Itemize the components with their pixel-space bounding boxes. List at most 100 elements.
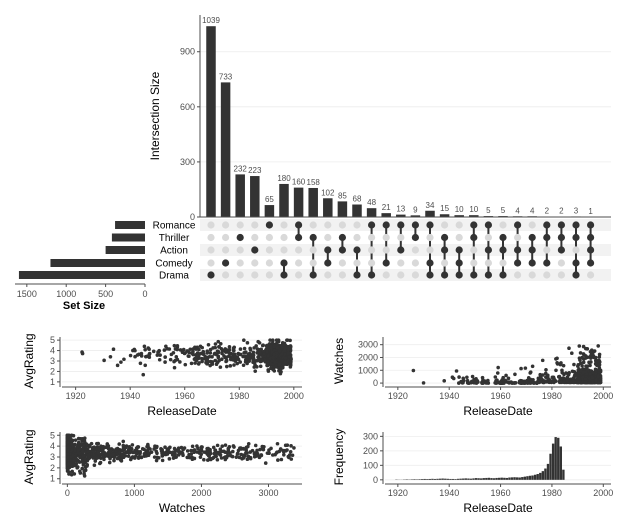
matrix-dot-inactive bbox=[368, 246, 375, 253]
matrix-dot-active bbox=[499, 271, 506, 278]
intersection-bar bbox=[323, 198, 333, 217]
scatter-point bbox=[154, 450, 158, 454]
matrix-dot-active bbox=[280, 271, 287, 278]
scatter-point bbox=[181, 452, 185, 456]
histogram-bar bbox=[539, 473, 541, 480]
scatter-point bbox=[560, 371, 564, 375]
scatter-point bbox=[163, 355, 167, 359]
scatter-point bbox=[471, 375, 475, 379]
scatter-point bbox=[84, 468, 88, 472]
scatter-point bbox=[486, 379, 490, 383]
matrix-dot-inactive bbox=[280, 221, 287, 228]
scatter-point bbox=[555, 361, 559, 365]
scatter-point bbox=[80, 350, 84, 354]
scatter-point bbox=[232, 349, 236, 353]
histogram-bar bbox=[465, 478, 467, 479]
matrix-dot-inactive bbox=[383, 246, 390, 253]
intersection-bar bbox=[265, 205, 275, 217]
scatter-point bbox=[569, 381, 573, 385]
matrix-dot-inactive bbox=[251, 259, 258, 266]
scatter-point bbox=[216, 458, 220, 462]
scatter-point bbox=[465, 375, 469, 379]
matrix-dot-inactive bbox=[280, 246, 287, 253]
histogram-bar bbox=[418, 479, 420, 480]
matrix-dot-inactive bbox=[543, 246, 550, 253]
matrix-dot-inactive bbox=[587, 271, 594, 278]
scatter-point bbox=[213, 346, 217, 350]
panel-marks bbox=[66, 433, 296, 477]
matrix-dot-inactive bbox=[222, 221, 229, 228]
scatter-point bbox=[200, 346, 204, 350]
matrix-dot-active bbox=[572, 234, 579, 241]
intersection-bar-label: 158 bbox=[307, 178, 321, 187]
histogram-bar bbox=[534, 475, 536, 480]
scatter-point bbox=[258, 448, 262, 452]
scatter-point bbox=[519, 367, 523, 371]
matrix-dot-inactive bbox=[324, 234, 331, 241]
panel-y-tick-label: 0 bbox=[373, 475, 378, 485]
scatter-point bbox=[195, 358, 199, 362]
scatter-point bbox=[452, 377, 456, 381]
scatter-point bbox=[564, 371, 568, 375]
scatter-point bbox=[205, 349, 209, 353]
scatter-point bbox=[83, 458, 87, 462]
matrix-dot-active bbox=[237, 234, 244, 241]
matrix-dot-inactive bbox=[295, 246, 302, 253]
scatter-point bbox=[157, 456, 161, 460]
scatter-point bbox=[171, 450, 175, 454]
scatter-point bbox=[112, 459, 116, 463]
scatter-point bbox=[584, 380, 588, 384]
scatter-point bbox=[81, 450, 85, 454]
scatter-point bbox=[229, 364, 233, 368]
panel-marks bbox=[80, 338, 293, 376]
matrix-dot-inactive bbox=[237, 221, 244, 228]
scatter-point bbox=[412, 369, 416, 373]
matrix-dot-inactive bbox=[470, 259, 477, 266]
scatter-point bbox=[77, 451, 81, 455]
histogram-bar bbox=[449, 479, 451, 480]
scatter-point bbox=[117, 456, 121, 460]
scatter-point bbox=[289, 357, 293, 361]
intersection-bar-label: 180 bbox=[277, 174, 291, 183]
scatter-point bbox=[541, 359, 545, 363]
matrix-dot-active bbox=[339, 234, 346, 241]
panel-y-axis-title: Watches bbox=[332, 338, 346, 384]
scatter-point bbox=[173, 366, 177, 370]
matrix-dot-inactive bbox=[295, 259, 302, 266]
matrix-dot-active bbox=[499, 234, 506, 241]
matrix-dot-active bbox=[426, 259, 433, 266]
scatter-point bbox=[152, 350, 156, 354]
histogram-bar bbox=[555, 437, 557, 480]
intersection-bar-label: 223 bbox=[248, 166, 262, 175]
scatter-point bbox=[217, 452, 221, 456]
scatter-point bbox=[224, 455, 228, 459]
scatter-point bbox=[145, 445, 149, 449]
scatter-point bbox=[147, 353, 151, 357]
scatter-point bbox=[182, 348, 186, 352]
histogram-bar bbox=[506, 478, 508, 480]
set-size-bar bbox=[19, 271, 145, 279]
scatter-point bbox=[287, 352, 291, 356]
scatter-point bbox=[127, 451, 131, 455]
scatter-point bbox=[201, 350, 205, 354]
set-label-drama: Drama bbox=[159, 271, 189, 282]
matrix-dot-active bbox=[587, 221, 594, 228]
matrix-dot-inactive bbox=[324, 221, 331, 228]
panel-y-tick-label: 1 bbox=[50, 474, 55, 484]
histogram-bar bbox=[444, 479, 446, 480]
panel-x-tick-label: 2000 bbox=[593, 488, 613, 498]
scatter-point bbox=[460, 380, 464, 384]
histogram-bar bbox=[498, 478, 500, 480]
intersection-bar-label: 85 bbox=[338, 191, 347, 200]
panel-x-tick-label: 1920 bbox=[388, 488, 408, 498]
scatter-point bbox=[79, 471, 83, 475]
scatter-point bbox=[122, 455, 126, 459]
intersection-bar bbox=[235, 174, 245, 217]
matrix-dot-active bbox=[587, 259, 594, 266]
matrix-dot-inactive bbox=[456, 221, 463, 228]
scatter-point bbox=[74, 438, 78, 442]
matrix-dot-inactive bbox=[529, 271, 536, 278]
scatter-point bbox=[239, 347, 243, 351]
scatter-point bbox=[285, 338, 289, 342]
scatter-point bbox=[520, 381, 524, 385]
